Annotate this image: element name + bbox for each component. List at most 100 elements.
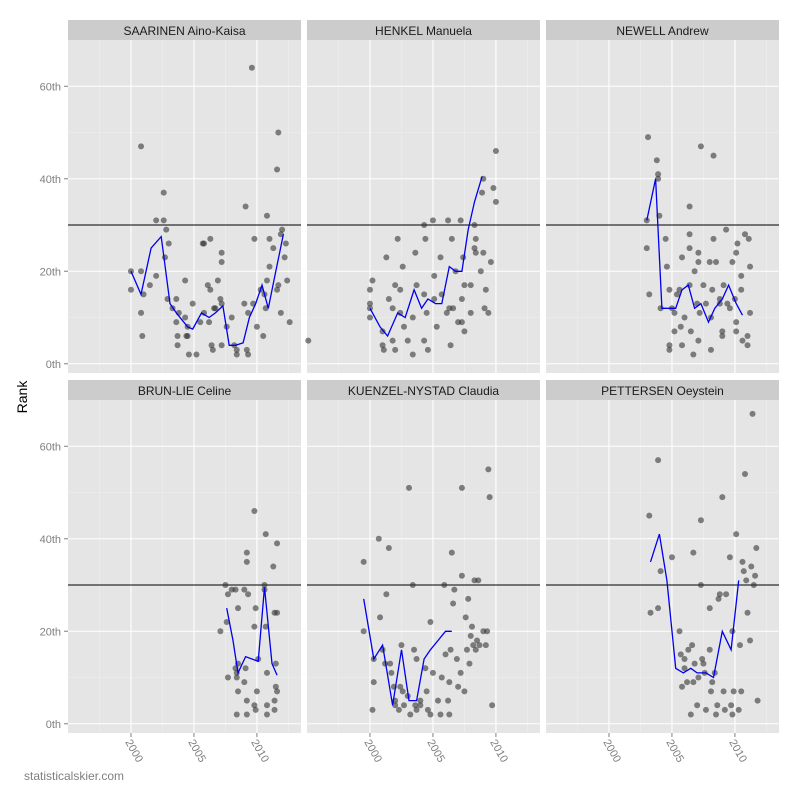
data-point [695, 337, 702, 344]
data-point [233, 674, 240, 681]
data-point [734, 240, 741, 247]
data-point [686, 203, 693, 210]
data-point [224, 591, 231, 598]
x-tick-label: 2000 [122, 738, 145, 765]
data-point [710, 235, 717, 242]
data-point [400, 323, 407, 330]
data-point [729, 711, 736, 718]
facet-strip [68, 380, 301, 400]
data-point [165, 240, 172, 247]
panel-background [546, 40, 779, 373]
data-point [417, 697, 424, 704]
data-point [695, 674, 702, 681]
data-point [447, 342, 454, 349]
trend-line [130, 234, 285, 346]
data-point [275, 129, 282, 136]
data-point [397, 286, 404, 293]
data-point [242, 665, 249, 672]
data-point [666, 342, 673, 349]
data-point [284, 277, 291, 284]
data-point [433, 323, 440, 330]
data-point [387, 660, 394, 667]
data-point [657, 568, 664, 575]
data-point [431, 272, 438, 279]
data-point [653, 157, 660, 164]
data-point [747, 637, 754, 644]
data-point [668, 554, 675, 561]
x-tick-label: 2005 [663, 738, 686, 765]
data-point [207, 286, 214, 293]
data-point [481, 305, 488, 312]
data-point [281, 254, 288, 261]
data-point [138, 268, 145, 275]
data-point [724, 300, 731, 307]
data-point [261, 582, 268, 588]
data-point [263, 711, 270, 718]
data-point [241, 679, 248, 686]
data-point [476, 642, 483, 649]
data-point [455, 683, 462, 690]
data-point [369, 277, 376, 284]
data-point [713, 711, 720, 718]
data-point [733, 249, 740, 256]
data-point [243, 558, 250, 565]
credit-text: statisticalskier.com [24, 769, 124, 783]
data-point [466, 660, 473, 667]
data-point [479, 189, 486, 196]
data-point [492, 198, 499, 205]
data-point [643, 245, 650, 252]
data-point [399, 688, 406, 695]
y-tick-label: 40th [40, 534, 61, 546]
data-point [204, 282, 211, 289]
data-point [383, 591, 390, 598]
data-point [209, 346, 216, 353]
data-point [721, 706, 728, 713]
y-tick-label: 20th [40, 626, 61, 638]
data-point [404, 337, 411, 344]
data-point [662, 235, 669, 242]
data-point [421, 291, 428, 298]
data-point [752, 572, 759, 579]
data-point [450, 600, 457, 607]
data-point [646, 512, 653, 519]
data-point [429, 217, 436, 224]
data-point [747, 309, 754, 316]
data-point [745, 235, 752, 242]
data-point [385, 296, 392, 302]
data-point [697, 582, 704, 588]
data-point [173, 296, 180, 302]
y-axis-title: Rank [14, 380, 30, 414]
data-point [245, 351, 252, 358]
panel-background [546, 400, 779, 733]
data-point [218, 259, 225, 265]
data-point [446, 679, 453, 686]
data-point [218, 300, 225, 307]
data-point [467, 632, 474, 639]
data-point [385, 545, 392, 551]
data-point [465, 595, 472, 602]
data-point [740, 568, 747, 575]
data-point [138, 143, 145, 150]
data-point [251, 702, 258, 709]
y-axis: 0th 20th 40th 60th 0th 20th 40th 60th [40, 81, 68, 731]
data-point [263, 702, 270, 709]
data-point [140, 291, 147, 298]
x-axis: 2000 2005 2010 2000 2005 2010 2000 2005 2010 [122, 733, 749, 765]
data-point [702, 706, 709, 713]
data-point [153, 272, 160, 279]
data-point [719, 494, 726, 501]
data-point [690, 351, 697, 358]
data-point [482, 286, 489, 293]
data-point [417, 702, 424, 709]
facet-strip-label: NEWELL Andrew [616, 24, 709, 38]
data-point [716, 591, 723, 598]
data-point [263, 277, 270, 284]
data-point [437, 254, 444, 261]
facet-strip-label: PETTERSEN Oeystein [601, 384, 724, 398]
data-point [747, 263, 754, 270]
data-point [484, 628, 491, 635]
data-point [744, 609, 751, 616]
data-point [218, 249, 225, 256]
y-tick-label: 60th [40, 441, 61, 453]
data-point [720, 688, 727, 695]
